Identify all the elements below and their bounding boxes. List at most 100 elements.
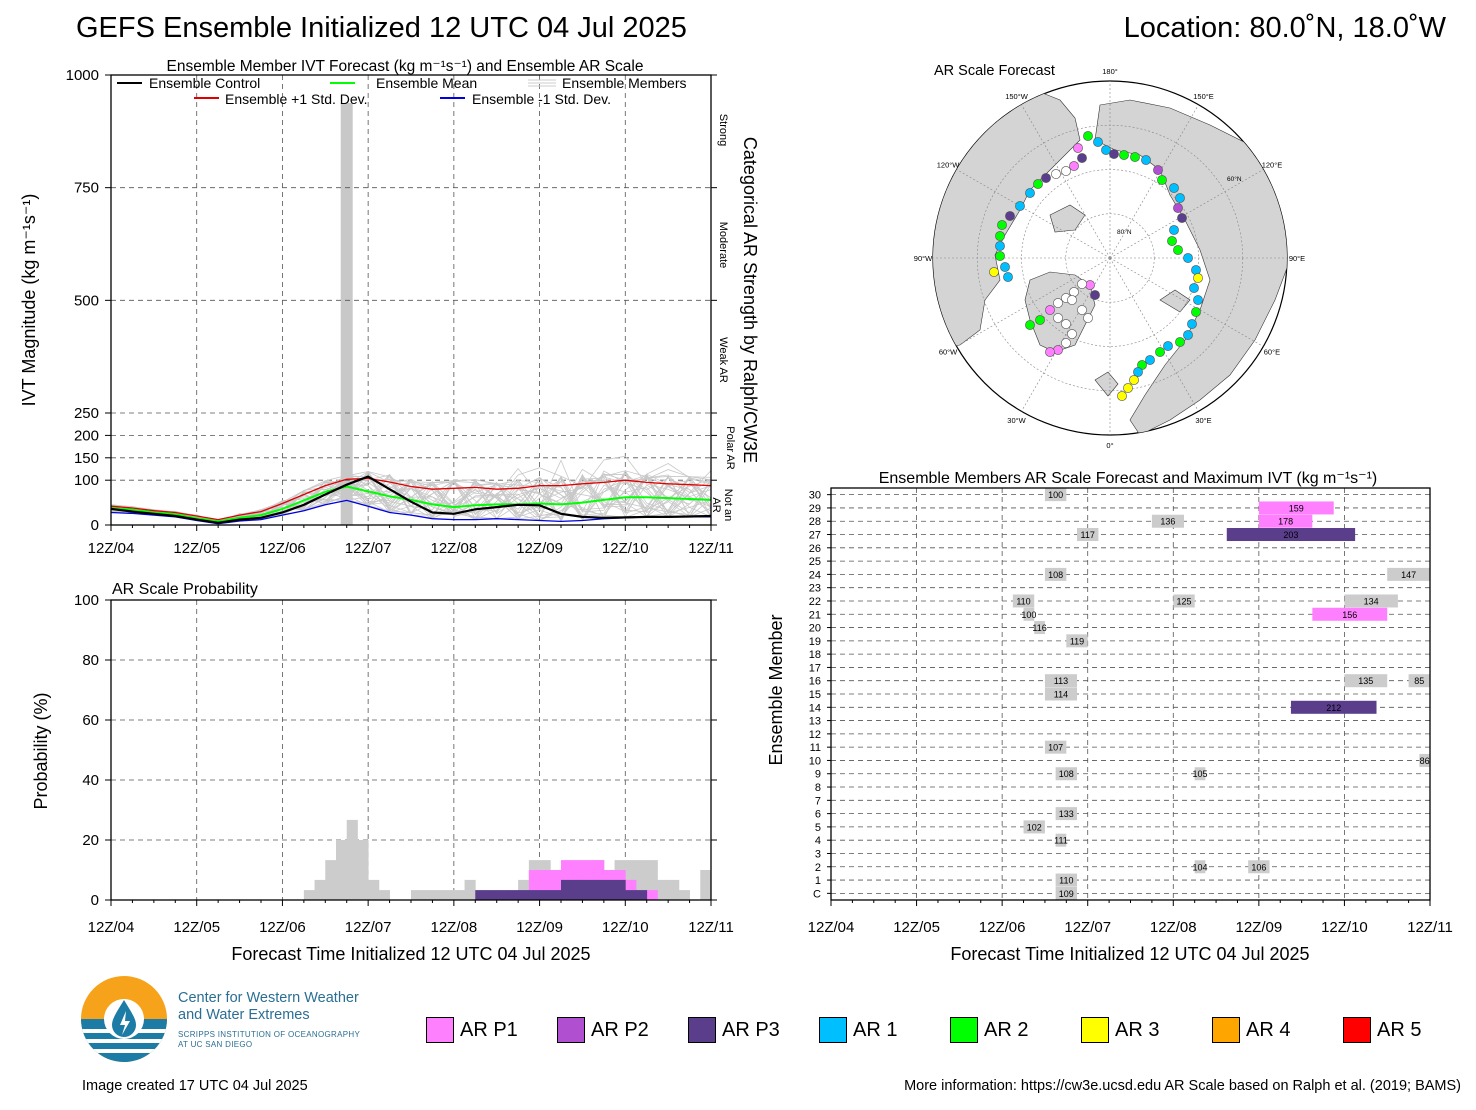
prob-y-axis-label: Probability (%) bbox=[31, 692, 51, 809]
member-event-bar bbox=[1194, 860, 1206, 874]
map-ar-point bbox=[1073, 143, 1083, 153]
map-ar-point bbox=[1067, 295, 1077, 305]
member-xtick-label: 12Z/07 bbox=[1064, 919, 1111, 936]
member-row-label: 9 bbox=[815, 769, 821, 781]
member-event-bar bbox=[1023, 820, 1045, 834]
member-event-bar bbox=[1387, 567, 1430, 581]
legend-ar-4: AR 4 bbox=[1212, 1015, 1290, 1045]
prob-bar-not-an-ar bbox=[668, 879, 680, 900]
map-ar-point bbox=[1169, 225, 1179, 235]
prob-bar-not-an-ar bbox=[314, 879, 326, 900]
logo-line-4: AT UC SAN DIEGO bbox=[178, 1040, 253, 1049]
map-meridian bbox=[956, 169, 1111, 259]
member-panel-title: Ensemble Members AR Scale Forecast and M… bbox=[879, 470, 1378, 487]
prob-xtick-label: 12Z/08 bbox=[431, 919, 478, 936]
member-event-ivt: 102 bbox=[1027, 822, 1042, 832]
member-row-label: 3 bbox=[815, 848, 821, 860]
member-event-bar bbox=[1258, 514, 1313, 528]
legend-ar-p3-swatch bbox=[688, 1017, 716, 1043]
member-event-ivt: 116 bbox=[1032, 623, 1046, 633]
prob-bar-ar-p3 bbox=[486, 890, 498, 900]
map-lon-label: 90°E bbox=[1289, 254, 1305, 263]
member-xtick-label: 12Z/10 bbox=[1321, 919, 1368, 936]
legend-control-label: Ensemble Control bbox=[149, 75, 260, 91]
cw3e-logo bbox=[81, 976, 167, 1062]
map-ar-point bbox=[1130, 152, 1140, 162]
legend-ar-p1-swatch bbox=[426, 1017, 454, 1043]
map-lon-label: 120°W bbox=[937, 161, 961, 170]
prob-bar-ar-p3 bbox=[539, 890, 551, 900]
member-event-ivt: 111 bbox=[1054, 836, 1068, 846]
prob-ytick-label: 60 bbox=[82, 712, 99, 729]
prob-bars bbox=[111, 600, 712, 900]
map-lon-label: 30°W bbox=[1007, 416, 1026, 425]
map-ar-point bbox=[1069, 161, 1079, 171]
prob-ytick-label: 40 bbox=[82, 772, 99, 789]
location-title: Location: 80.0˚N, 18.0˚W bbox=[1123, 12, 1446, 44]
member-event-bar bbox=[1055, 833, 1067, 847]
member-row-label: C bbox=[813, 888, 821, 900]
map-meridian bbox=[1109, 104, 1199, 259]
prob-xtick-label: 12Z/11 bbox=[688, 919, 734, 936]
logo-text: Center for Western Weather and Water Ext… bbox=[178, 990, 360, 1050]
legend-ar-5-swatch bbox=[1343, 1017, 1371, 1043]
prob-frame bbox=[110, 599, 712, 901]
prob-xtick-label: 12Z/10 bbox=[602, 919, 649, 936]
member-grid bbox=[831, 488, 1430, 900]
member-row-label: 12 bbox=[809, 729, 821, 741]
ivt-xtick-label: 12Z/04 bbox=[88, 540, 135, 557]
map-ar-point bbox=[1077, 153, 1087, 163]
ivt-frame bbox=[110, 74, 712, 526]
member-row-label: 1 bbox=[815, 875, 821, 887]
prob-bar-not-an-ar bbox=[646, 860, 658, 900]
map-ar-point bbox=[1061, 166, 1071, 176]
map-ar-point bbox=[995, 251, 1005, 261]
land-svalbard bbox=[1159, 289, 1191, 313]
member-row-label: 13 bbox=[809, 716, 821, 728]
member-y-axis-label: Ensemble Member bbox=[766, 614, 786, 765]
legend-ar-2-swatch bbox=[950, 1017, 978, 1043]
prob-bar-ar-p3 bbox=[475, 890, 487, 900]
map-ar-point bbox=[1025, 188, 1035, 198]
map-ar-point bbox=[1109, 149, 1119, 159]
member-xtick-label: 12Z/08 bbox=[1150, 919, 1197, 936]
polar-map: 180° 150°E 120°E 90°E 60°E 30°E 0° 30°W 60°W 90°W… bbox=[914, 67, 1305, 450]
member-event-bar bbox=[1344, 674, 1388, 688]
ivt-legend: Ensemble Control Ensemble Mean Ensemble … bbox=[117, 75, 687, 107]
prob-bar-ar-p1 bbox=[550, 870, 562, 900]
member-frame bbox=[830, 487, 1431, 901]
map-ar-point bbox=[1157, 175, 1167, 185]
legend-ar-p2-label: AR P2 bbox=[591, 1018, 649, 1041]
logo-line-1: Center for Western Weather bbox=[178, 990, 359, 1006]
ivt-grid bbox=[111, 75, 711, 525]
map-meridian bbox=[1109, 257, 1264, 347]
map-ar-point bbox=[1077, 279, 1087, 289]
map-ar-point bbox=[1175, 193, 1185, 203]
prob-bar-ar-p3 bbox=[625, 890, 637, 900]
member-row-label: 4 bbox=[815, 835, 821, 847]
map-ar-point bbox=[1173, 245, 1183, 255]
map-lon-label: 30°E bbox=[1195, 416, 1211, 425]
member-row-label: 18 bbox=[809, 649, 821, 661]
member-event-ivt: 100 bbox=[1048, 490, 1063, 500]
legend-ar-3: AR 3 bbox=[1081, 1015, 1159, 1045]
prob-bar-ar-p1 bbox=[625, 879, 637, 900]
member-event-ivt: 212 bbox=[1326, 703, 1341, 713]
ivt-ytick-label: 150 bbox=[74, 450, 99, 467]
member-event-bar bbox=[1258, 501, 1334, 515]
legend-ar-p2-swatch bbox=[557, 1017, 585, 1043]
prob-bar-not-an-ar bbox=[421, 890, 433, 900]
member-event-bar bbox=[1173, 594, 1195, 608]
map-ar-points bbox=[989, 131, 1203, 401]
map-lon-label: 0° bbox=[1106, 441, 1113, 450]
prob-bar-not-an-ar bbox=[678, 890, 690, 900]
prob-bar-ar-p3 bbox=[614, 879, 626, 900]
ivt-lines bbox=[110, 455, 712, 525]
member-event-ivt: 106 bbox=[1251, 862, 1266, 872]
prob-bar-not-an-ar bbox=[700, 870, 712, 900]
member-event-bar bbox=[1044, 687, 1078, 701]
legend-members-label: Ensemble Members bbox=[562, 75, 687, 91]
member-event-ivt: 147 bbox=[1401, 570, 1416, 580]
prob-bar-ar-p3 bbox=[496, 890, 508, 900]
map-ar-point bbox=[1053, 298, 1063, 308]
